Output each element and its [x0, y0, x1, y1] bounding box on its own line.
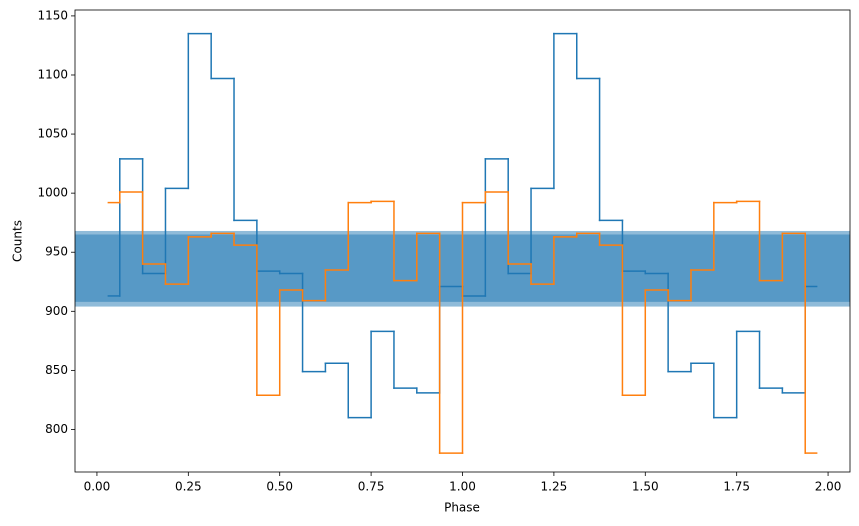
x-tick-label: 0.25	[175, 480, 202, 494]
x-tick-label: 2.00	[815, 480, 842, 494]
x-axis-label: Phase	[444, 501, 480, 515]
y-tick-label: 1100	[37, 67, 68, 81]
y-tick-label: 800	[45, 422, 68, 436]
y-tick-label: 850	[45, 363, 68, 377]
x-tick-label: 1.50	[632, 480, 659, 494]
y-tick-label: 1050	[37, 127, 68, 141]
y-tick-label: 900	[45, 304, 68, 318]
y-tick-label: 1150	[37, 8, 68, 22]
y-axis-label: Counts	[11, 220, 25, 262]
x-tick-label: 0.75	[358, 480, 385, 494]
x-tick-label: 0.00	[84, 480, 111, 494]
x-tick-label: 1.00	[449, 480, 476, 494]
y-tick-label: 1000	[37, 186, 68, 200]
x-tick-label: 1.25	[541, 480, 568, 494]
x-tick-label: 1.75	[723, 480, 750, 494]
x-tick-label: 0.50	[266, 480, 293, 494]
y-tick-label: 950	[45, 245, 68, 259]
